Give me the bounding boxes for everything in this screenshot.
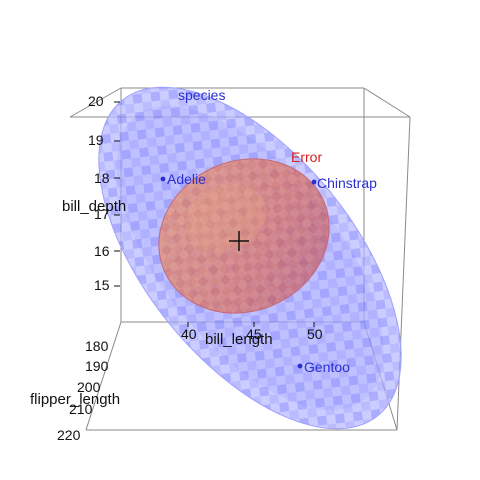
label-gentoo: Gentoo [304, 359, 350, 375]
y-tick-15: 15 [94, 277, 110, 293]
y-axis-label: bill_depth [62, 198, 126, 215]
point-adelie [160, 176, 166, 182]
z-tick-190: 190 [85, 358, 109, 374]
group-adelie: Adelie [160, 171, 206, 187]
y-tick-17: 17 [94, 206, 110, 222]
group-chinstrap: Chinstrap [311, 175, 377, 191]
species-ellipse-label: species [178, 87, 225, 103]
box-edge [363, 87, 411, 118]
box-edge [396, 116, 411, 431]
x-tick-40: 40 [181, 326, 197, 342]
label-adelie: Adelie [167, 171, 206, 187]
error-ellipse [158, 158, 330, 314]
error-ellipse-label: Error [291, 149, 322, 165]
y-axis: 20 19 18 17 16 15 bill_depth [62, 93, 126, 293]
label-chinstrap: Chinstrap [317, 175, 377, 191]
point-chinstrap [311, 179, 317, 185]
x-tick-45: 45 [246, 326, 262, 342]
y-tick-20: 20 [88, 93, 104, 109]
z-tick-200: 200 [77, 379, 101, 395]
z-tick-210: 210 [69, 401, 93, 417]
box-edge [85, 321, 122, 431]
y-tick-18: 18 [94, 170, 110, 186]
y-tick-19: 19 [88, 132, 104, 148]
x-axis-label: bill_length [205, 331, 273, 348]
group-gentoo: Gentoo [297, 359, 350, 375]
y-tick-16: 16 [94, 243, 110, 259]
x-tick-50: 50 [307, 326, 323, 342]
box-edge [69, 87, 122, 118]
z-tick-220: 220 [57, 427, 81, 443]
x-axis: 40 45 50 bill_length [181, 322, 323, 348]
z-axis-label: flipper_length [30, 391, 120, 408]
center-plus-icon [229, 231, 249, 251]
z-axis: 180 190 200 210 220 flipper_length [30, 338, 120, 443]
point-gentoo [297, 363, 303, 369]
z-tick-180: 180 [85, 338, 109, 354]
